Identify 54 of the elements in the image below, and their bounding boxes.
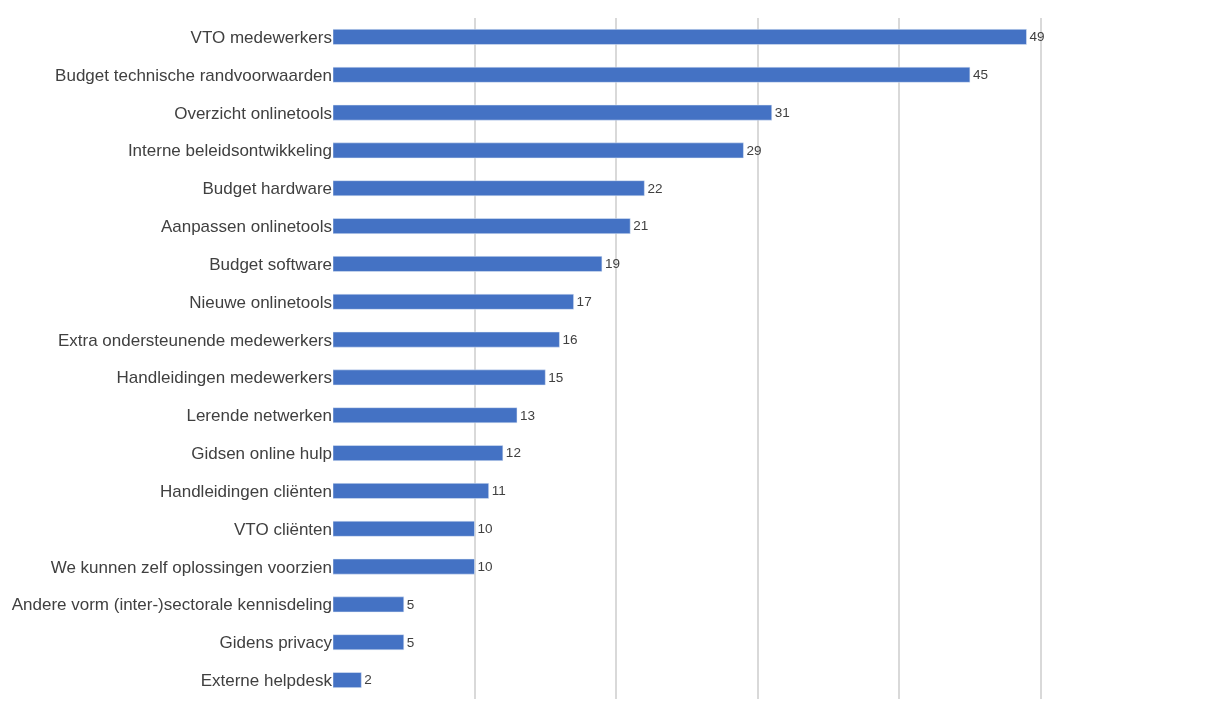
data-label: 2 <box>364 672 372 688</box>
y-tick-label: Aanpassen onlinetools <box>160 217 332 237</box>
bar <box>333 331 560 348</box>
y-tick-label: Andere vorm (inter-)sectorale kennisdeling <box>11 595 332 615</box>
bar <box>333 520 475 537</box>
bar <box>333 66 971 83</box>
bar <box>333 29 1027 45</box>
y-tick-label: Overzicht onlinetools <box>174 103 332 123</box>
y-tick-label: Handleidingen cliënten <box>159 481 332 501</box>
bar <box>333 293 574 310</box>
bar <box>333 407 518 424</box>
bar <box>333 218 631 234</box>
bar <box>333 180 645 197</box>
y-tick-label: We kunnen zelf oplossingen voorzien <box>50 557 332 577</box>
y-tick-label: Budget technische randvoorwaarden <box>55 65 332 85</box>
y-tick-label: Handleidingen medewerkers <box>116 368 332 388</box>
y-tick-label: Budget hardware <box>202 179 332 199</box>
data-label: 11 <box>491 483 506 499</box>
bar <box>333 483 489 499</box>
data-label: 45 <box>972 67 988 83</box>
data-label: 5 <box>406 596 415 612</box>
y-tick-label: Nieuwe onlinetools <box>189 292 332 312</box>
y-tick-label: Gidsen online hulp <box>191 444 332 464</box>
y-tick-label: Extra ondersteunende medewerkers <box>57 330 332 350</box>
bar <box>333 369 546 386</box>
data-label: 13 <box>520 407 536 423</box>
bar <box>333 596 405 613</box>
y-tick-label: Lerende netwerken <box>186 406 332 426</box>
y-tick-label: Interne beleidsontwikkeling <box>127 141 332 161</box>
data-label: 31 <box>774 104 790 120</box>
y-tick-label: Externe helpdesk <box>200 671 333 691</box>
y-tick-label: Gidens privacy <box>219 633 333 653</box>
y-tick-label: VTO cliënten <box>234 519 332 539</box>
y-tick-label: VTO medewerkers <box>190 27 332 47</box>
bar <box>333 142 744 159</box>
data-label: 22 <box>647 180 663 196</box>
data-label: 29 <box>746 142 762 158</box>
data-label: 21 <box>633 218 649 234</box>
bar <box>333 256 603 272</box>
bar <box>333 672 362 688</box>
data-label: 49 <box>1029 29 1045 45</box>
data-label: 17 <box>576 294 592 310</box>
data-label: 16 <box>562 331 578 347</box>
bar <box>333 104 772 121</box>
y-tick-label: Budget software <box>209 254 332 274</box>
data-label: 12 <box>505 445 521 461</box>
data-label: 5 <box>406 634 415 650</box>
bar <box>333 445 504 461</box>
data-label: 10 <box>477 521 493 537</box>
bar <box>333 634 405 651</box>
data-label: 15 <box>548 369 564 385</box>
data-label: 10 <box>477 558 493 574</box>
data-label: 19 <box>604 256 620 272</box>
bar <box>333 558 475 575</box>
